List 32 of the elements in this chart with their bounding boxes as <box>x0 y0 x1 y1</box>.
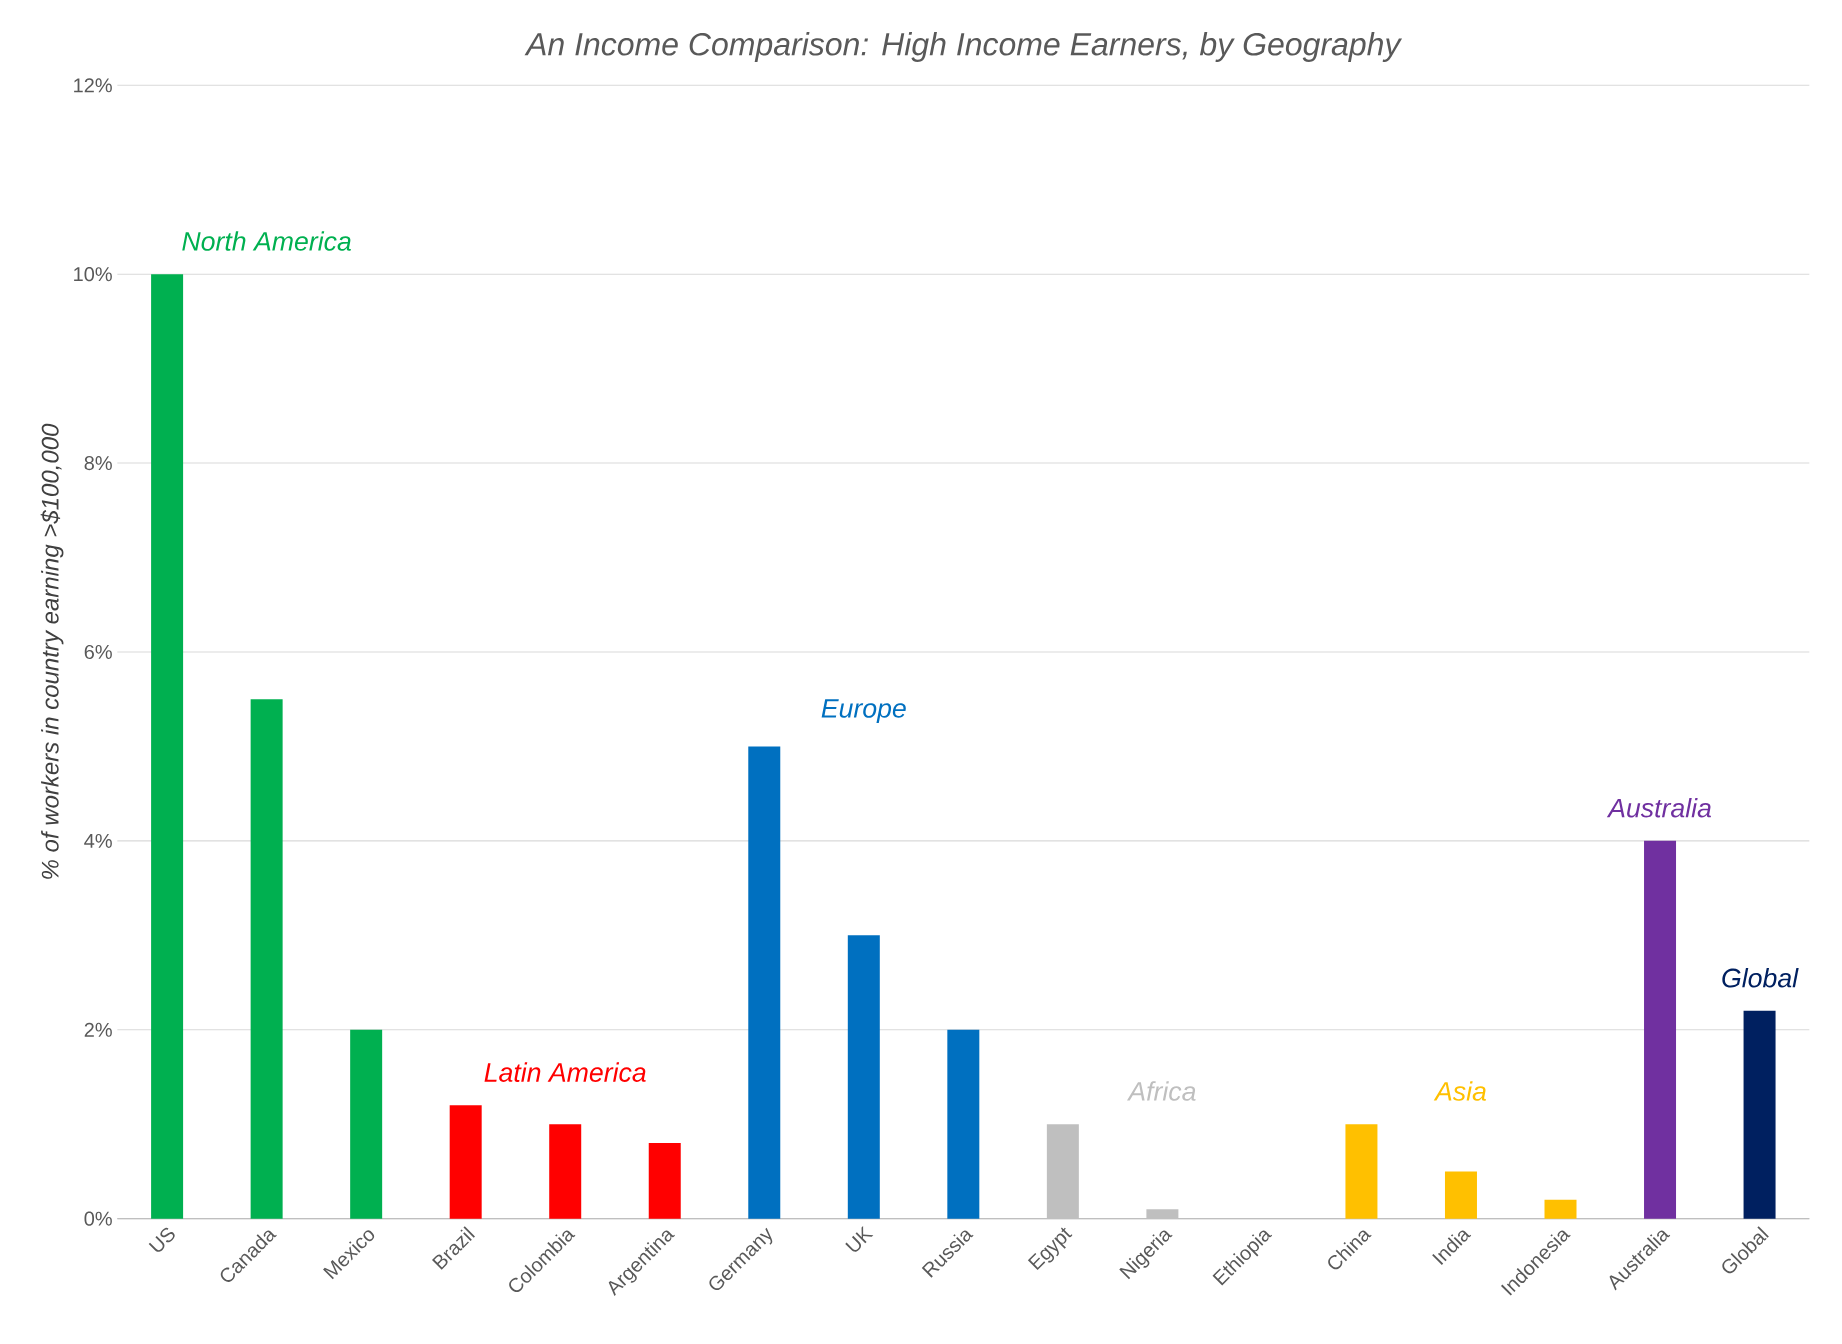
bar <box>748 746 781 1219</box>
y-tick-label: 10% <box>74 267 112 282</box>
bar <box>1444 1171 1477 1219</box>
x-tick-label: UK <box>845 1226 874 1252</box>
chart-title: An Income Comparison: High Income Earners, by Geography <box>524 32 1403 62</box>
bar <box>350 1029 383 1219</box>
annotation: Europe <box>821 699 906 724</box>
annotation: Latin America <box>484 1062 646 1082</box>
bar <box>151 274 184 1219</box>
annotation: North America <box>182 231 351 251</box>
y-axis-title: % of workers in country earning >$100,000 <box>40 423 64 879</box>
bar <box>1345 1124 1378 1219</box>
bar <box>250 699 283 1219</box>
y-tick-label: 0% <box>84 1211 112 1226</box>
bar <box>1544 1199 1577 1219</box>
bar <box>449 1105 482 1219</box>
bar <box>847 935 880 1219</box>
bar <box>947 1029 980 1219</box>
bar <box>648 1143 681 1219</box>
y-tick-label: 4% <box>84 833 112 848</box>
bar <box>1743 1010 1776 1219</box>
x-tick-label: US <box>148 1227 175 1252</box>
bar <box>1644 840 1677 1219</box>
annotation: Asia <box>1433 1081 1486 1101</box>
bar <box>549 1124 582 1219</box>
annotation: Global <box>1722 967 1799 988</box>
annotation: Africa <box>1126 1081 1196 1101</box>
y-tick-label: 8% <box>84 456 112 471</box>
y-tick-label: 6% <box>84 644 112 660</box>
y-tick-label: 12% <box>74 78 112 93</box>
y-tick-label: 2% <box>84 1022 112 1037</box>
annotation: Australia <box>1606 797 1711 818</box>
